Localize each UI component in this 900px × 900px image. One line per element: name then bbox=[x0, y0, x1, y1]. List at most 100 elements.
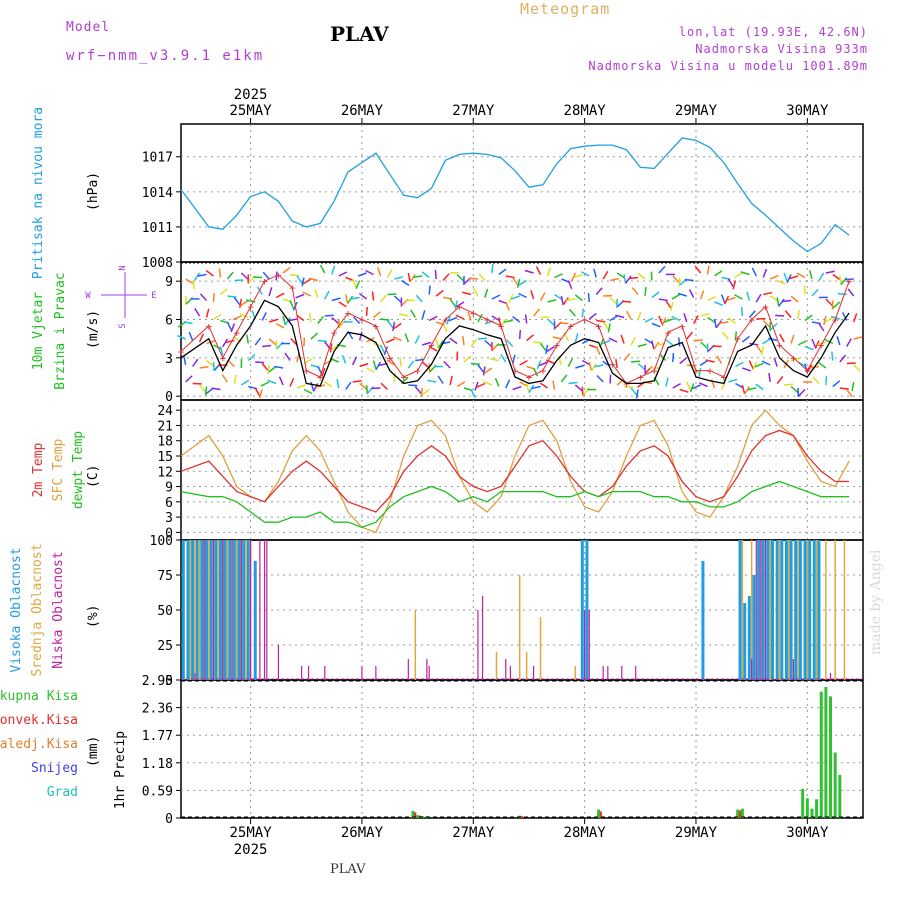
wind-barb bbox=[715, 320, 723, 329]
y-tick-label: 3 bbox=[165, 511, 173, 526]
gust-marker: + bbox=[553, 339, 560, 352]
wind-barb bbox=[790, 385, 799, 394]
wind-barb bbox=[679, 357, 688, 365]
wind-barb bbox=[626, 310, 632, 320]
wind-barb bbox=[804, 345, 814, 351]
wind-barb bbox=[233, 374, 237, 384]
wind-barb bbox=[470, 389, 476, 398]
wind-barb bbox=[672, 275, 680, 283]
wind-barb bbox=[620, 334, 625, 344]
wind-barb bbox=[225, 339, 235, 344]
wind-barb bbox=[478, 273, 486, 281]
gust-marker: + bbox=[317, 371, 324, 384]
wind-barb bbox=[491, 263, 494, 274]
wind-barb bbox=[755, 383, 764, 391]
wind-barb bbox=[437, 375, 444, 384]
wind-barb bbox=[380, 318, 390, 321]
wind-barb bbox=[670, 301, 674, 311]
wind-barb bbox=[700, 341, 708, 349]
x-day-label-top: 28MAY bbox=[564, 103, 607, 119]
wind-barb bbox=[625, 275, 632, 284]
wind-barb bbox=[615, 314, 625, 319]
gust-marker: + bbox=[428, 339, 435, 352]
wind-barb bbox=[205, 308, 210, 318]
wind-barb bbox=[601, 339, 611, 345]
y-tick-label: 9 bbox=[165, 481, 173, 496]
wind-barb bbox=[359, 362, 369, 368]
wind-barb bbox=[699, 359, 708, 367]
wind-barb bbox=[570, 272, 577, 282]
precip-bar-total bbox=[805, 798, 809, 818]
model-label: Model bbox=[66, 20, 111, 35]
x-day-label-bottom: 30MAY bbox=[786, 825, 829, 841]
wind-barb bbox=[526, 334, 535, 342]
wind-barb bbox=[723, 295, 730, 305]
precip-bar-convective bbox=[739, 810, 742, 818]
precip-legend-item: Grad bbox=[47, 785, 78, 800]
wind-barb bbox=[650, 271, 653, 281]
wind-barb bbox=[191, 358, 199, 367]
wind-barb bbox=[747, 387, 757, 391]
wind-barb bbox=[449, 337, 458, 345]
wind-barb bbox=[672, 382, 682, 389]
wind-barb bbox=[748, 310, 756, 318]
gust-marker: + bbox=[386, 352, 393, 365]
y-tick-label: 21 bbox=[157, 419, 173, 434]
wind-barb bbox=[716, 355, 723, 364]
wind-barb bbox=[545, 344, 549, 354]
wind-barb bbox=[344, 294, 349, 304]
wind-barb bbox=[498, 268, 507, 276]
wind-barb bbox=[198, 384, 207, 393]
wind-barb bbox=[462, 291, 472, 296]
wind-ylabel-1: 10m Vjetar bbox=[31, 292, 46, 370]
wind-barb bbox=[839, 387, 849, 390]
gust-marker: + bbox=[331, 326, 338, 339]
wind-barb bbox=[392, 321, 396, 331]
wind-barb bbox=[749, 342, 759, 346]
wind-barb bbox=[240, 272, 249, 280]
wind-barb bbox=[784, 310, 792, 318]
wind-barb bbox=[477, 313, 483, 323]
model-name: wrf−nmm_v3.9.1 e1km bbox=[66, 48, 265, 64]
wind-barb bbox=[407, 360, 415, 369]
wind-barb bbox=[776, 297, 780, 307]
precip-bar-convective bbox=[414, 812, 417, 818]
wind-barb bbox=[818, 323, 825, 332]
wind-barb bbox=[262, 271, 270, 280]
x-day-label-bottom: 26MAY bbox=[341, 825, 384, 841]
wind-barb bbox=[204, 386, 208, 396]
wind-barb bbox=[519, 359, 528, 366]
wind-barb bbox=[512, 277, 519, 286]
wind-barb bbox=[177, 334, 186, 340]
x-day-label-top: 26MAY bbox=[341, 103, 384, 119]
wind-barb bbox=[689, 383, 695, 393]
wind-barb bbox=[630, 387, 638, 396]
wind-barb bbox=[516, 278, 521, 288]
wind-barb bbox=[752, 361, 757, 371]
wind-barb bbox=[324, 314, 334, 317]
wind-barb bbox=[631, 287, 639, 295]
wind-barb bbox=[503, 319, 513, 323]
wind-barb bbox=[846, 389, 853, 398]
wind-barb bbox=[226, 271, 234, 280]
wind-barb bbox=[755, 293, 762, 303]
wind-barb bbox=[393, 322, 402, 330]
wind-barb bbox=[552, 336, 562, 340]
wind-barb bbox=[421, 310, 426, 320]
gust-marker: + bbox=[359, 314, 366, 327]
wind-barb bbox=[385, 338, 395, 344]
wind-barb bbox=[713, 318, 717, 328]
wind-barb bbox=[602, 321, 609, 330]
wind-barb bbox=[352, 316, 361, 325]
wind-barb bbox=[720, 294, 726, 304]
wind-barb bbox=[352, 380, 362, 383]
gust-marker: + bbox=[373, 320, 380, 333]
wind-barb bbox=[637, 272, 646, 280]
wind-barb bbox=[413, 275, 423, 278]
wind-barb bbox=[547, 299, 557, 303]
wind-barb bbox=[567, 280, 573, 290]
wind-barb bbox=[568, 381, 578, 385]
precip-legend-item: Konvek.Kisa bbox=[0, 713, 78, 728]
precip-legend-item: Ukupna Kisa bbox=[0, 689, 78, 704]
precip-bar-total bbox=[597, 809, 601, 818]
